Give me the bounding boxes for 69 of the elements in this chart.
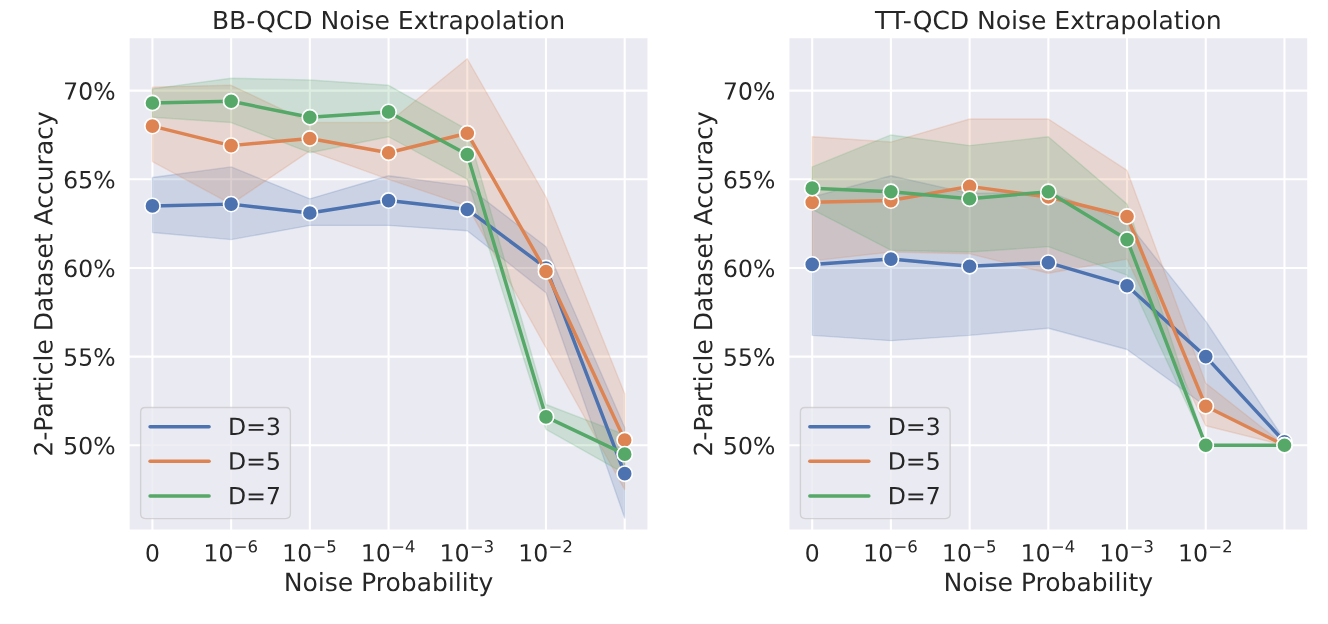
point (380, 103, 398, 121)
x-tick-label: 0 (146, 544, 159, 562)
legend-label: D=3 (230, 417, 280, 436)
x-tick-label: 10$^{−5}$ (944, 540, 996, 562)
point (1039, 254, 1057, 272)
point (458, 124, 476, 142)
y-tick-label: 60% (724, 259, 775, 278)
point (1118, 277, 1136, 295)
point (616, 431, 634, 449)
y-tick-label: 65% (724, 170, 775, 189)
point (458, 200, 476, 218)
y-tick-label: 55% (724, 348, 775, 366)
y-tick-label: 50% (724, 436, 775, 455)
legend-label: D=5 (890, 452, 939, 470)
x-tick-label: 10$^{−2}$ (520, 540, 572, 562)
y-tick-label: 55% (64, 348, 115, 366)
y-tick-label: 50% (64, 436, 115, 455)
point (1118, 208, 1136, 226)
point (616, 445, 634, 463)
point (301, 130, 319, 147)
point (143, 94, 161, 112)
point (1197, 397, 1215, 415)
point (882, 250, 900, 268)
point (1197, 436, 1215, 454)
x-tick-label: 10$^{−5}$ (284, 540, 336, 562)
x-axis-title: Noise Probability (946, 572, 1153, 597)
point (537, 408, 555, 426)
x-tick-label: 10$^{−4}$ (363, 540, 415, 562)
point (143, 117, 161, 135)
point (803, 193, 821, 211)
point (143, 197, 161, 215)
y-tick-label: 60% (64, 259, 115, 278)
point (882, 183, 900, 201)
x-tick-label: 10$^{−3}$ (442, 540, 493, 562)
point (1039, 183, 1057, 201)
x-tick-label: 10$^{−6}$ (205, 540, 257, 562)
point (537, 263, 555, 280)
point (803, 255, 821, 273)
legend-label: D=7 (230, 487, 279, 505)
x-tick-label: 10$^{−4}$ (1023, 540, 1075, 562)
x-axis-title: Noise Probability (286, 572, 493, 597)
chart-title: TT-QCD Noise Extrapolation (874, 10, 1220, 35)
point (380, 144, 398, 162)
point (222, 92, 240, 110)
point (961, 190, 979, 208)
point (803, 179, 821, 197)
legend-label: D=3 (890, 417, 939, 436)
x-tick-label: 10$^{−2}$ (1180, 540, 1231, 562)
chart-title: BB-QCD Noise Extrapolation (214, 10, 564, 35)
point (301, 204, 319, 222)
legend-label: D=5 (230, 452, 279, 470)
point (380, 192, 398, 210)
point (961, 257, 979, 275)
x-tick-label: 0 (806, 544, 819, 562)
y-axis-title: 2-Particle Dataset Accuracy (33, 112, 58, 455)
y-axis-title: 2-Particle Dataset Accuracy (693, 112, 718, 455)
y-tick-label: 65% (64, 170, 115, 189)
point (458, 145, 476, 163)
legend-label: D=7 (890, 487, 939, 505)
point (222, 195, 240, 213)
point (616, 465, 634, 483)
x-tick-label: 10$^{−6}$ (865, 540, 917, 562)
point (1197, 348, 1215, 366)
point (222, 137, 240, 155)
y-tick-label: 70% (65, 82, 115, 100)
x-tick-label: 10$^{−3}$ (1101, 540, 1153, 562)
y-tick-label: 70% (724, 82, 775, 100)
point (1118, 231, 1136, 249)
point (301, 108, 319, 126)
